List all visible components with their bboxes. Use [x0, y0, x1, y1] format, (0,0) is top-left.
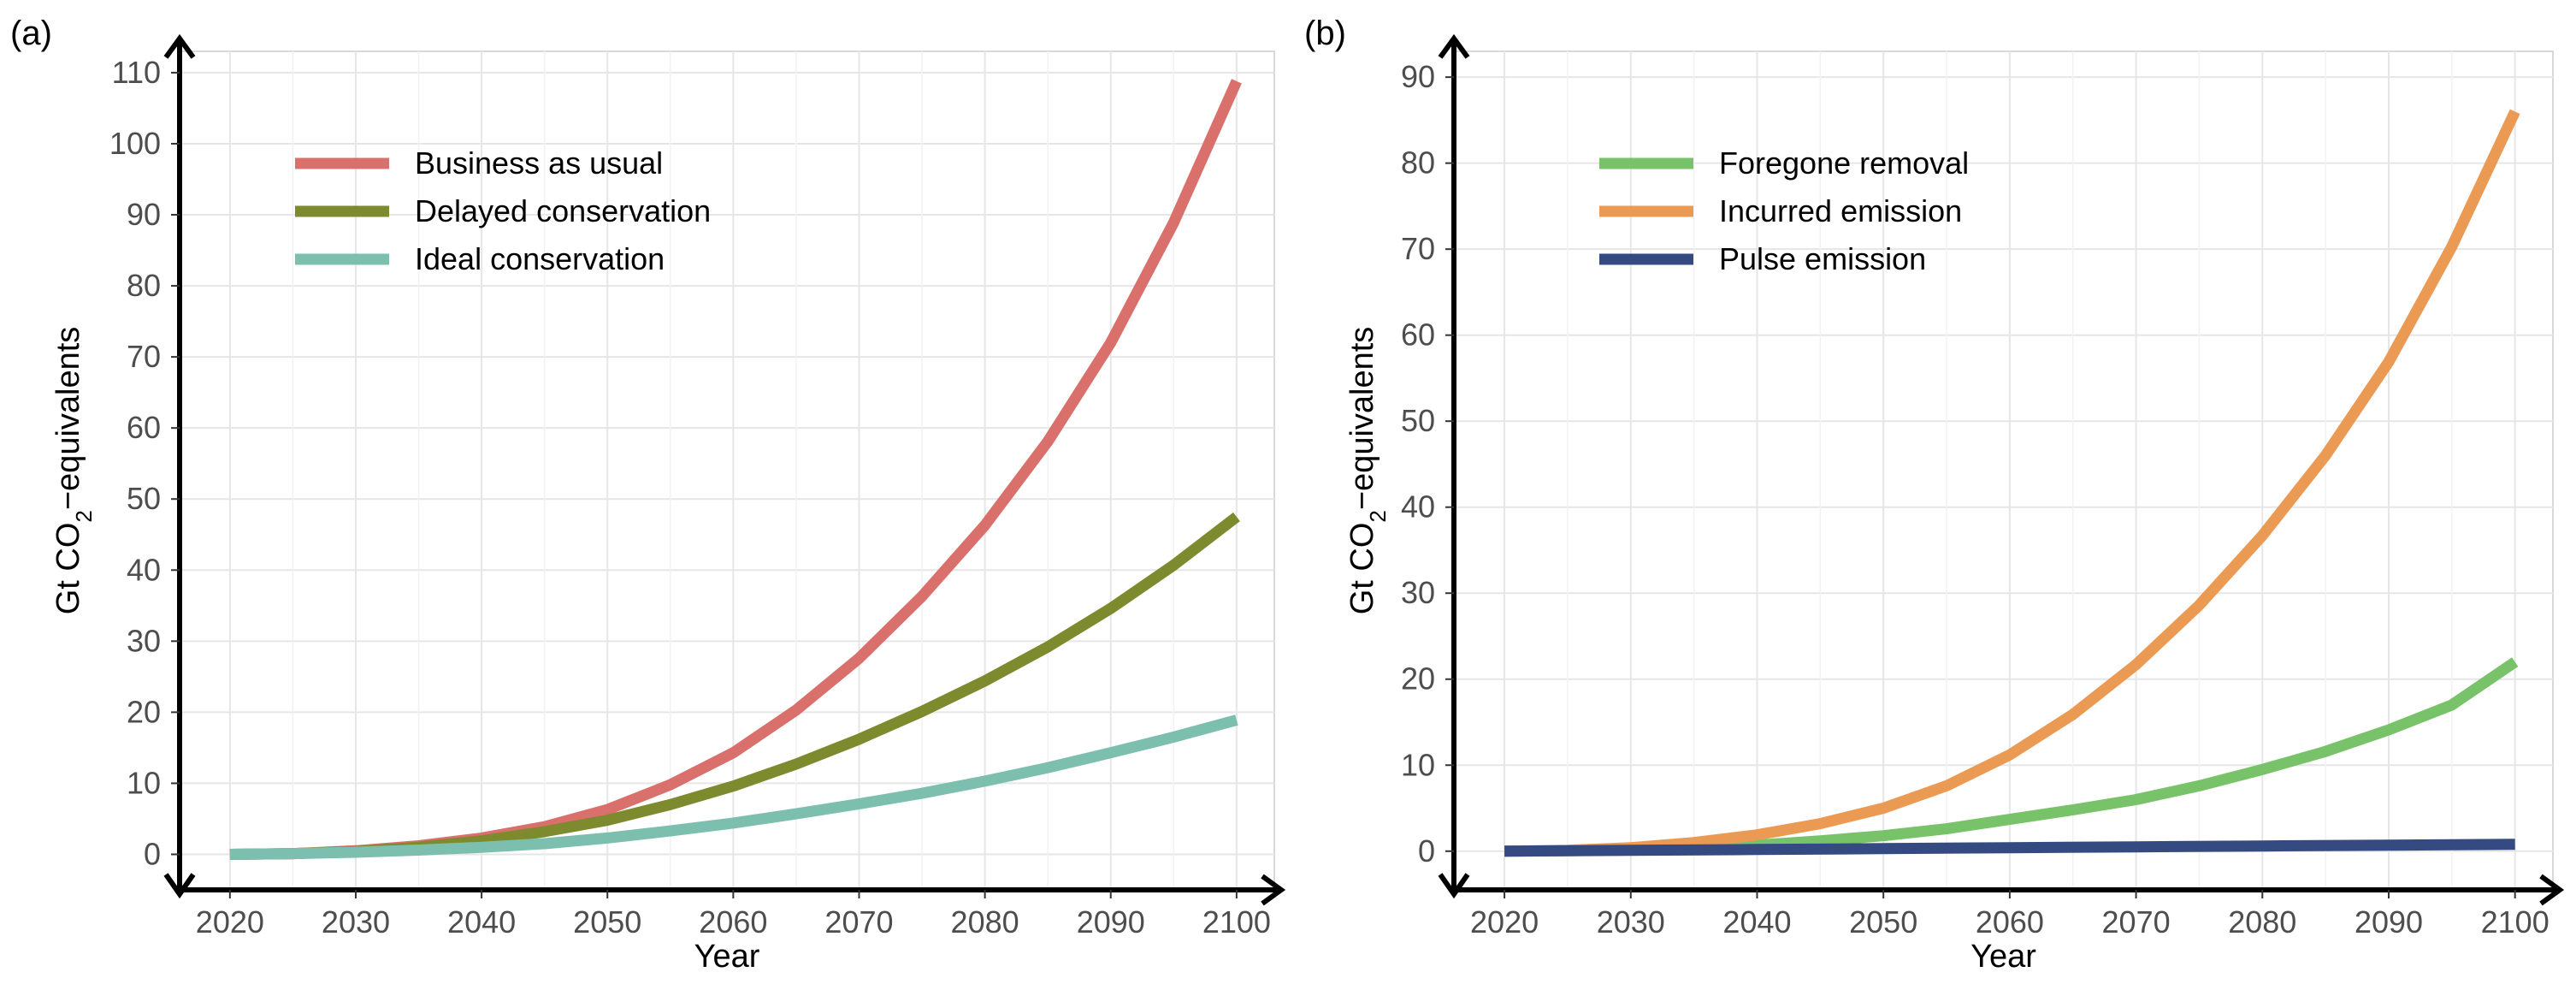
x-tick-label: 2080: [951, 904, 1019, 940]
panel-a: 2020 2030 2040 2050 2060 2070 2080 2090 21000102…: [10, 15, 1286, 975]
y-tick-label: 40: [127, 552, 161, 587]
panel-label: (a): [10, 15, 52, 52]
x-tick-label: 2070: [2102, 904, 2171, 940]
y-tick-label: 100: [109, 126, 161, 161]
x-tick-label: 2030: [1597, 904, 1665, 940]
plot-area: [1453, 50, 2554, 891]
x-tick-label: 2050: [1849, 904, 1917, 940]
y-tick-label: 80: [1401, 145, 1435, 181]
y-tick-label: 60: [1401, 317, 1435, 353]
y-axis-arrow-bottom: [1438, 873, 1470, 899]
legend-label: Delayed conservation: [415, 193, 711, 228]
x-tick-label: 2040: [447, 904, 516, 940]
y-axis-arrow: [1438, 33, 1470, 59]
x-axis-arrow: [2539, 874, 2565, 906]
y-tick-label: 0: [1418, 833, 1435, 868]
y-axis-arrow: [163, 33, 196, 59]
y-tick-label: 20: [127, 694, 161, 729]
x-tick-label: 2040: [1722, 904, 1791, 940]
y-tick-label: 10: [127, 765, 161, 800]
panel-label: (b): [1304, 15, 1346, 52]
y-tick-label: 110: [112, 55, 161, 90]
y-tick-label: 0: [144, 836, 161, 871]
x-tick-label: 2080: [2228, 904, 2296, 940]
x-tick-label: 2020: [196, 904, 264, 940]
y-axis-title: Gt CO2−equivalents: [50, 327, 97, 615]
y-axis-title-suffix: −equivalents: [50, 327, 86, 510]
x-axis-title: Year: [694, 939, 760, 975]
x-tick-label: 2050: [573, 904, 641, 940]
y-axis-title-subscript: 2: [71, 510, 97, 522]
x-tick-label: 2020: [1470, 904, 1539, 940]
x-axis-title: Year: [1970, 939, 2036, 975]
y-tick-label: 30: [127, 623, 161, 658]
y-tick-label: 60: [127, 410, 161, 445]
series-line-2: [1504, 839, 2515, 857]
x-tick-label: 2030: [322, 904, 390, 940]
y-tick-label: 90: [1401, 59, 1435, 94]
y-tick-label: 50: [127, 481, 161, 516]
legend-label: Business as usual: [415, 145, 663, 181]
y-tick-label: 70: [127, 339, 161, 374]
x-axis-arrow: [1261, 874, 1286, 906]
y-tick-label: 30: [1401, 575, 1435, 610]
x-tick-label: 2100: [1202, 904, 1271, 940]
panel-b: 2020 2030 2040 2050 2060 2070 2080 2090 21000102…: [1304, 15, 2565, 975]
y-axis-title-suffix: −equivalents: [1344, 327, 1380, 510]
series-line-1: [1504, 109, 2520, 857]
y-tick-label: 50: [1401, 403, 1435, 438]
y-tick-label: 90: [127, 197, 161, 232]
legend-label: Foregone removal: [1719, 145, 1969, 181]
x-tick-label: 2090: [2354, 904, 2423, 940]
y-axis-arrow-bottom: [163, 873, 196, 899]
legend-label: Incurred emission: [1719, 193, 1962, 228]
y-axis-title-prefix: Gt CO: [50, 523, 86, 615]
y-axis-title-prefix: Gt CO: [1344, 523, 1380, 615]
y-tick-label: 40: [1401, 489, 1435, 525]
x-tick-label: 2060: [699, 904, 767, 940]
y-axis-title: Gt CO2−equivalents: [1344, 327, 1391, 615]
y-tick-label: 10: [1401, 747, 1435, 782]
legend-label: Pulse emission: [1719, 241, 1926, 276]
y-tick-label: 70: [1401, 231, 1435, 266]
y-tick-label: 20: [1401, 661, 1435, 697]
x-tick-label: 2090: [1077, 904, 1145, 940]
series-line-2: [229, 714, 1238, 860]
y-tick-label: 80: [127, 268, 161, 303]
legend-label: Ideal conservation: [415, 241, 665, 276]
x-tick-label: 2070: [824, 904, 893, 940]
legend: Foregone removal Incurred emission Pulse e…: [1599, 145, 1969, 276]
x-tick-label: 2100: [2481, 904, 2549, 940]
y-axis-title-subscript: 2: [1365, 510, 1391, 522]
legend: Business as usual Delayed conservation Ide…: [295, 145, 711, 276]
x-tick-label: 2060: [1976, 904, 2044, 940]
